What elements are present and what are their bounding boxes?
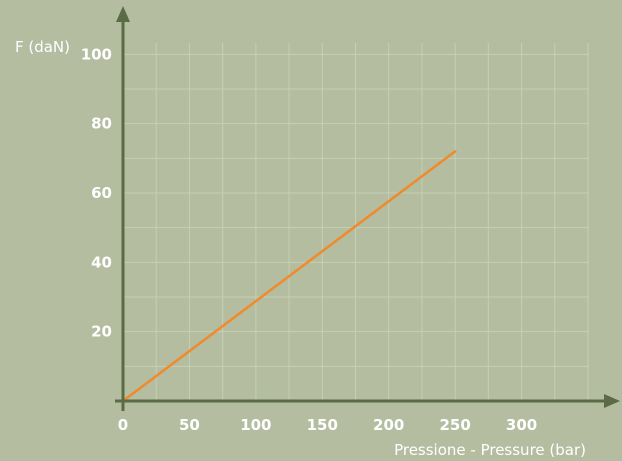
gridlines	[122, 43, 589, 402]
y-axis-arrow	[116, 6, 130, 22]
y-tick-label: 40	[91, 253, 112, 271]
x-tick-label: 250	[439, 416, 470, 434]
y-tick-label: 20	[91, 323, 112, 341]
y-axis-title: F (daN)	[15, 38, 70, 56]
x-tick-label: 300	[506, 416, 537, 434]
y-tick-label: 60	[91, 184, 112, 202]
y-tick-labels: 20 40 60 80 100	[81, 45, 112, 340]
x-axis-title: Pressione - Pressure (bar)	[394, 441, 586, 459]
x-tick-label: 100	[240, 416, 271, 434]
series-line	[121, 150, 457, 403]
x-tick-label: 50	[179, 416, 200, 434]
x-axis-arrow	[604, 394, 620, 408]
x-tick-label: 0	[118, 416, 128, 434]
y-tick-label: 100	[81, 45, 112, 63]
x-tick-label: 150	[307, 416, 338, 434]
series-layer	[121, 150, 457, 403]
axes	[115, 6, 620, 411]
x-tick-label: 200	[373, 416, 404, 434]
y-tick-label: 80	[91, 115, 112, 133]
x-tick-labels: 0 50 100 150 200 250 300	[118, 416, 537, 434]
